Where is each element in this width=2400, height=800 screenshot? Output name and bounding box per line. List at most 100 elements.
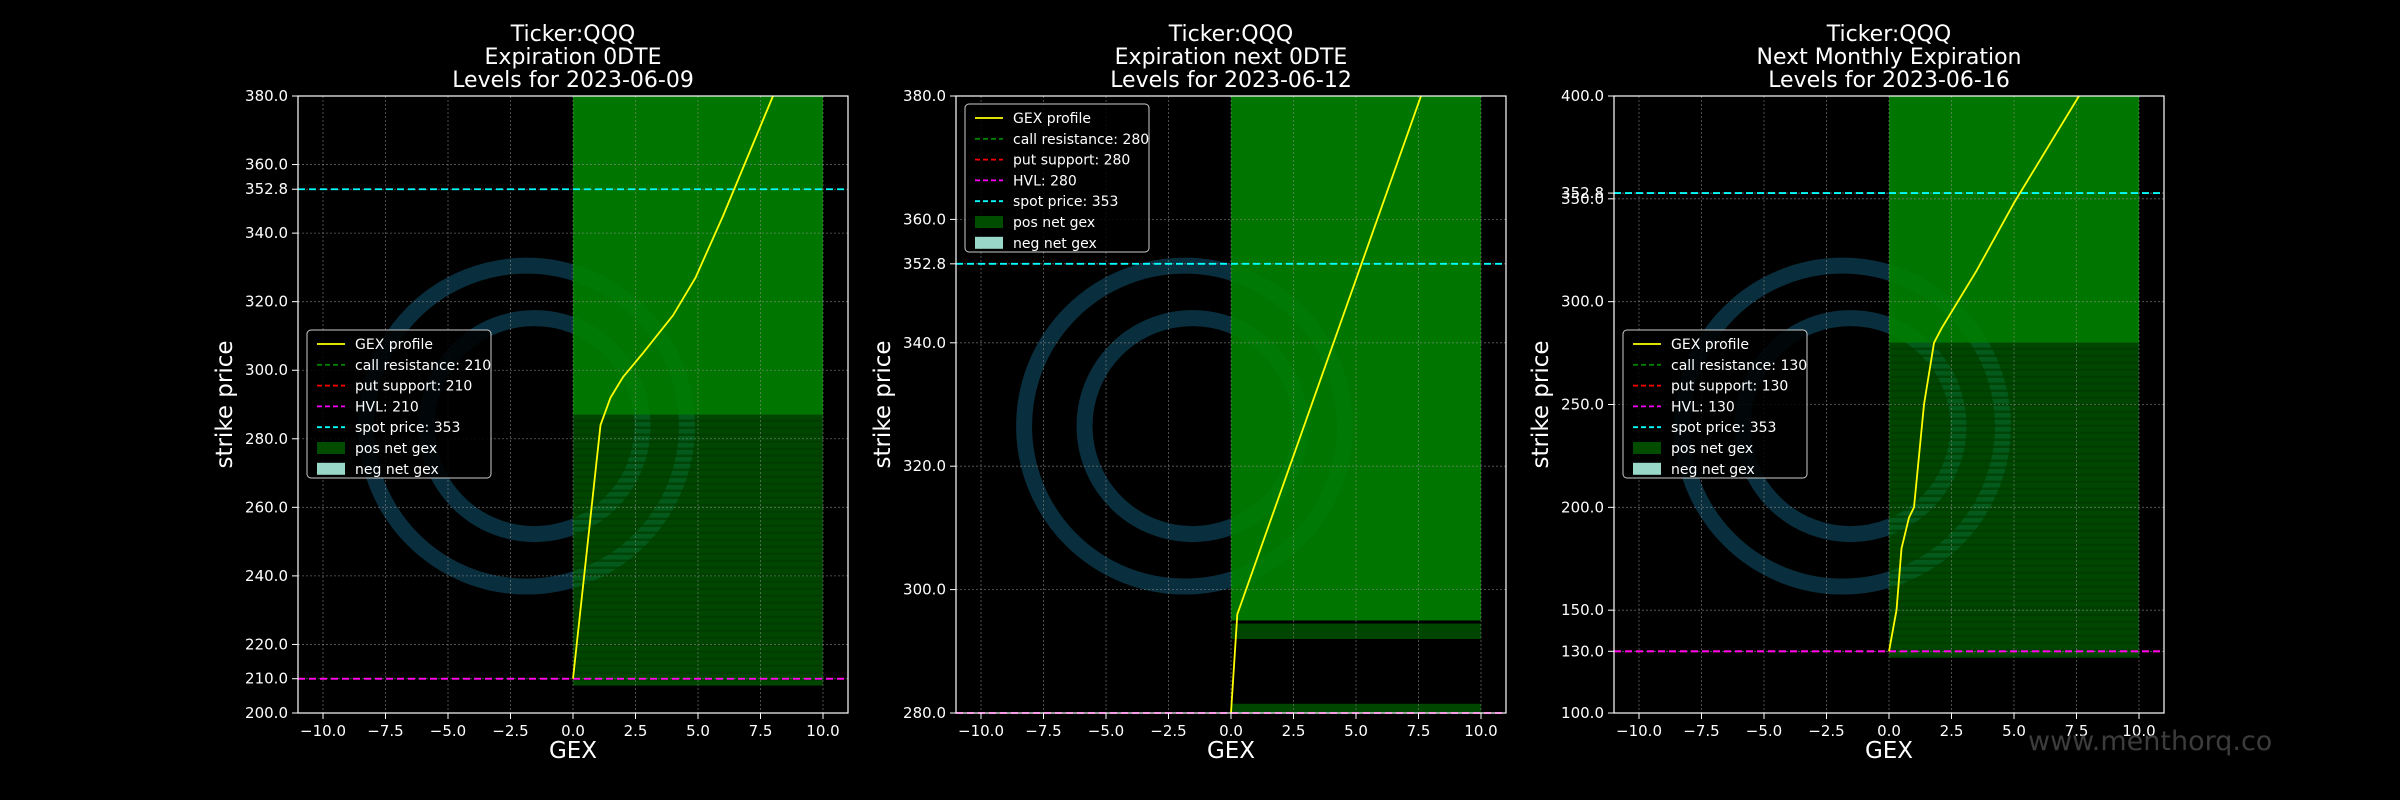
- legend-swatch-7: [317, 462, 345, 475]
- chart-title-line-1: Ticker:QQQ: [510, 22, 635, 47]
- legend-label-4: HVL: 210: [355, 399, 419, 415]
- y-axis-label: strike price: [870, 340, 896, 468]
- x-axis-label: GEX: [1865, 738, 1913, 764]
- legend: GEX profile call resistance: 130 put suppo…: [1622, 329, 1808, 479]
- legend-label-7: neg net gex: [1671, 462, 1755, 478]
- legend-label-6: pos net gex: [1671, 441, 1753, 457]
- legend-label-6: pos net gex: [1013, 215, 1095, 231]
- x-tick-label: 0.0: [561, 722, 585, 740]
- legend-swatch-6: [975, 216, 1003, 228]
- x-tick-label: 2.5: [1940, 722, 1964, 740]
- x-tick-label: 7.5: [1407, 722, 1431, 740]
- chart-panel-2: −10.0 −7.5 −5.0 −2.5 0.0 2.5 5.0 7.5 10.0 280.0 30…: [870, 22, 1507, 764]
- x-axis-label: GEX: [549, 738, 597, 764]
- y-tick-label: 300.0: [1561, 293, 1604, 311]
- y-tick-label: 280.0: [245, 430, 288, 448]
- x-tick-label: −2.5: [1808, 722, 1844, 740]
- legend-label-2: call resistance: 130: [1671, 358, 1807, 374]
- x-tick-label: −5.0: [430, 722, 466, 740]
- legend-label-1: GEX profile: [1013, 111, 1091, 127]
- y-tick-label: 280.0: [903, 704, 946, 722]
- x-tick-label: 0.0: [1219, 722, 1243, 740]
- chart-title-line-1: Ticker:QQQ: [1826, 22, 1951, 47]
- grid-lines: [956, 95, 1506, 714]
- legend-label-7: neg net gex: [355, 462, 439, 478]
- x-tick-label: −7.5: [1025, 722, 1061, 740]
- legend-swatch-6: [317, 442, 345, 454]
- legend-label-5: spot price: 353: [1671, 420, 1776, 436]
- legend-label-5: spot price: 353: [1013, 194, 1118, 210]
- chart-title-line-2: Expiration next 0DTE: [1115, 45, 1348, 70]
- legend: GEX profile call resistance: 210 put suppo…: [306, 329, 492, 479]
- x-tick-label: 2.5: [1282, 722, 1306, 740]
- legend-label-5: spot price: 353: [355, 420, 460, 436]
- legend-label-6: pos net gex: [355, 441, 437, 457]
- x-tick-label: 7.5: [2065, 722, 2089, 740]
- legend-label-3: put support: 210: [355, 379, 472, 395]
- x-tick-label: 10.0: [2122, 722, 2155, 740]
- legend: GEX profile call resistance: 280 put suppo…: [964, 103, 1150, 253]
- y-axis-label: strike price: [1528, 340, 1554, 468]
- x-tick-label: 5.0: [686, 722, 710, 740]
- y-tick-label: 300.0: [245, 361, 288, 379]
- x-tick-label: −7.5: [1683, 722, 1719, 740]
- chart-title-line-3: Levels for 2023-06-16: [1768, 68, 2010, 93]
- chart-title-line-3: Levels for 2023-06-12: [1110, 68, 1352, 93]
- x-tick-label: −2.5: [1150, 722, 1186, 740]
- legend-box: [964, 103, 1150, 253]
- x-tick-label: −7.5: [367, 722, 403, 740]
- chart-title-line-2: Expiration 0DTE: [485, 45, 662, 70]
- x-tick-label: 2.5: [624, 722, 648, 740]
- x-tick-label: −5.0: [1088, 722, 1124, 740]
- y-tick-label: 150.0: [1561, 601, 1604, 619]
- legend-swatch-7: [975, 236, 1003, 249]
- y-tick-label: 320.0: [245, 293, 288, 311]
- x-tick-label: −10.0: [300, 722, 346, 740]
- watermark-text: www.menthorq.co: [2028, 726, 2273, 757]
- y-tick-label: 210.0: [245, 670, 288, 688]
- legend-box: [306, 329, 492, 479]
- legend-label-1: GEX profile: [355, 337, 433, 353]
- y-tick-label: 200.0: [1561, 498, 1604, 516]
- legend-box: [1622, 329, 1808, 479]
- x-tick-label: 10.0: [1464, 722, 1497, 740]
- y-tick-label: 260.0: [245, 498, 288, 516]
- pos-net-gex-bar-2: [1231, 623, 1481, 639]
- chart-title-line-1: Ticker:QQQ: [1168, 22, 1293, 47]
- x-tick-label: 10.0: [806, 722, 839, 740]
- y-tick-label: 200.0: [245, 704, 288, 722]
- y-tick-label: 240.0: [245, 567, 288, 585]
- y-tick-label: 350.0: [1561, 190, 1604, 208]
- chart-panel-1: −10.0 −7.5 −5.0 −2.5 0.0 2.5 5.0 7.5 10.0 200.0 21…: [212, 22, 849, 764]
- y-tick-label: 340.0: [245, 224, 288, 242]
- legend-label-2: call resistance: 210: [355, 358, 491, 374]
- legend-label-7: neg net gex: [1013, 236, 1097, 252]
- y-tick-label: 100.0: [1561, 704, 1604, 722]
- y-tick-label: 220.0: [245, 635, 288, 653]
- chart-title-line-2: Next Monthly Expiration: [1757, 45, 2022, 70]
- x-tick-label: −2.5: [492, 722, 528, 740]
- y-tick-label: 380.0: [903, 87, 946, 105]
- x-axis-label: GEX: [1207, 738, 1255, 764]
- legend-label-3: put support: 130: [1671, 379, 1788, 395]
- gex-profile-line: [572, 96, 774, 679]
- chart-panel-3: −10.0 −7.5 −5.0 −2.5 0.0 2.5 5.0 7.5 10.0 100.0 13…: [1528, 22, 2165, 764]
- y-tick-label: 400.0: [1561, 87, 1604, 105]
- legend-swatch-6: [1633, 442, 1661, 454]
- y-tick-label: 130.0: [1561, 642, 1604, 660]
- legend-label-3: put support: 280: [1013, 153, 1130, 169]
- x-tick-label: 0.0: [1877, 722, 1901, 740]
- legend-label-4: HVL: 280: [1013, 173, 1077, 189]
- gex-profile-line: [1888, 96, 2080, 652]
- gex-profile-line: [1230, 96, 1422, 713]
- y-tick-label: 352.8: [1561, 184, 1604, 202]
- x-tick-label: 7.5: [749, 722, 773, 740]
- x-tick-label: −10.0: [958, 722, 1004, 740]
- y-tick-label: 380.0: [245, 87, 288, 105]
- x-tick-label: −5.0: [1746, 722, 1782, 740]
- x-tick-label: 5.0: [2002, 722, 2026, 740]
- x-tick-label: 5.0: [1344, 722, 1368, 740]
- y-tick-label: 360.0: [245, 156, 288, 174]
- x-tick-label: −10.0: [1616, 722, 1662, 740]
